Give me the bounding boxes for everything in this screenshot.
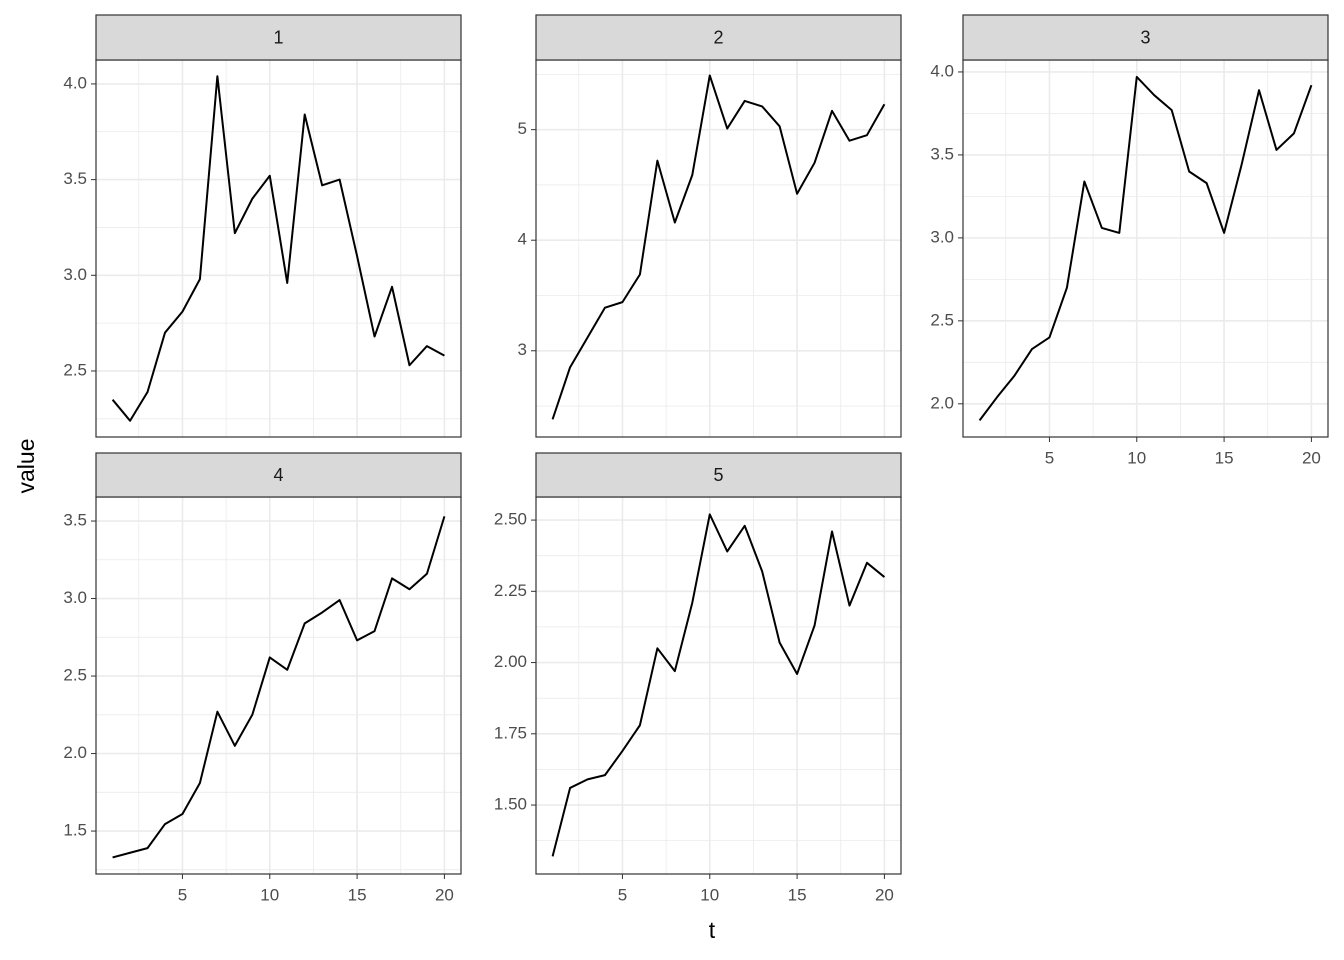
- y-tick-label: 2.0: [63, 743, 87, 762]
- y-tick-label: 2.00: [494, 652, 527, 671]
- strip-label: 2: [713, 27, 723, 47]
- x-tick-label: 15: [348, 885, 367, 904]
- panel-background: [96, 60, 461, 437]
- y-tick-label: 4: [518, 230, 527, 249]
- y-tick-label: 5: [518, 119, 527, 138]
- y-tick-label: 2.5: [63, 666, 87, 685]
- x-tick-label: 5: [1045, 448, 1054, 467]
- data-line: [978, 75, 1313, 422]
- strip-label: 4: [273, 465, 283, 485]
- y-tick-label: 2.5: [930, 310, 954, 329]
- strip: [535, 14, 902, 61]
- data-line: [111, 75, 445, 422]
- x-tick-label: 15: [788, 885, 807, 904]
- y-tick-label: 1.5: [63, 821, 87, 840]
- y-tick-label: 3: [518, 340, 527, 359]
- y-tick-label: 3.0: [63, 265, 87, 284]
- x-tick-label: 5: [178, 885, 187, 904]
- y-tick-label: 4.0: [930, 61, 954, 80]
- x-tick-label: 10: [260, 885, 279, 904]
- x-axis-title: t: [709, 917, 716, 943]
- x-tick-label: 10: [700, 885, 719, 904]
- panel: 1.5 2.0 2.5 3.0 3.5 5 10 15 20 4: [63, 452, 462, 904]
- x-tick-label: 20: [875, 885, 894, 904]
- strip: [535, 452, 902, 498]
- strip: [95, 14, 462, 61]
- y-axis-title: value: [13, 439, 39, 494]
- strip: [962, 14, 1329, 61]
- strip-label: 3: [1140, 27, 1150, 47]
- panel: 3 4 5 2: [518, 14, 902, 438]
- strip-label: 5: [713, 465, 723, 485]
- y-tick-label: 3.5: [930, 144, 954, 163]
- x-tick-label: 10: [1127, 448, 1146, 467]
- x-tick-label: 5: [618, 885, 627, 904]
- strip-label: 1: [273, 27, 283, 47]
- x-tick-label: 20: [435, 885, 454, 904]
- y-tick-label: 2.0: [930, 393, 954, 412]
- y-tick-label: 3.0: [63, 588, 87, 607]
- y-tick-label: 4.0: [63, 73, 87, 92]
- data-line: [112, 516, 446, 859]
- y-tick-label: 1.75: [494, 723, 527, 742]
- panel-background: [536, 60, 901, 437]
- data-line: [551, 513, 886, 857]
- y-tick-label: 3.5: [63, 169, 87, 188]
- y-tick-label: 1.50: [494, 795, 527, 814]
- y-tick-label: 2.5: [63, 360, 87, 379]
- y-tick-label: 3.5: [63, 511, 87, 530]
- panel-background: [96, 497, 461, 874]
- strip: [95, 452, 462, 498]
- y-tick-label: 3.0: [930, 227, 954, 246]
- panel-background: [536, 497, 901, 874]
- panel: 1.50 1.75 2.00 2.25 2.50 5 10 15 20 5: [494, 452, 902, 904]
- x-tick-label: 15: [1215, 448, 1234, 467]
- x-tick-label: 20: [1302, 448, 1321, 467]
- panel: 2.0 2.5 3.0 3.5 4.0 5 10 15 20 3: [930, 14, 1329, 467]
- y-tick-label: 2.50: [494, 510, 527, 529]
- panel-background: [963, 60, 1328, 437]
- y-tick-label: 2.25: [494, 581, 527, 600]
- panel: 2.5 3.0 3.5 4.0 1: [63, 14, 462, 438]
- data-line: [551, 74, 886, 420]
